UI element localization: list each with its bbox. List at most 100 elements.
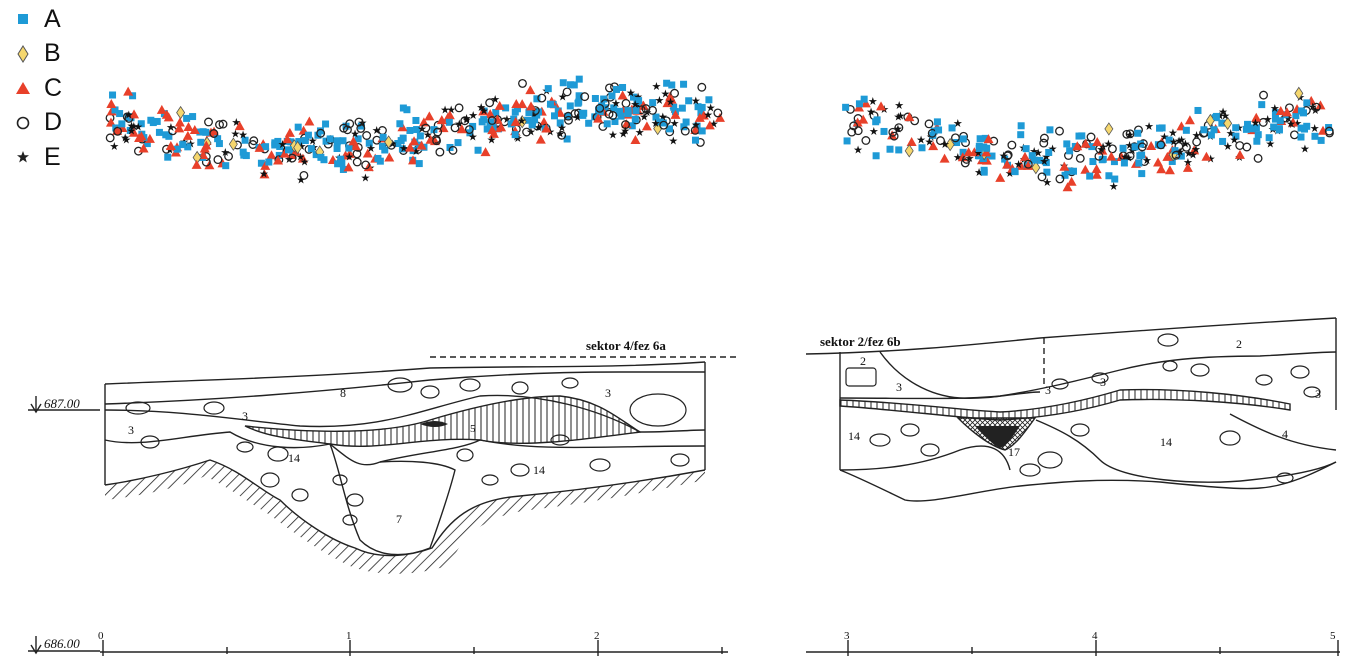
- star-marker: ★: [126, 125, 136, 137]
- star-marker: ★: [1192, 130, 1202, 142]
- square-marker: [1182, 126, 1190, 134]
- circle-marker: [595, 103, 605, 113]
- square-marker: [531, 116, 539, 124]
- circle-marker: [316, 128, 326, 138]
- star-marker: ★: [1188, 149, 1198, 161]
- star-marker: ★: [490, 94, 500, 106]
- circle-marker: [522, 127, 532, 137]
- square-marker: [1011, 167, 1019, 175]
- triangle-marker: [191, 159, 202, 169]
- square-marker: [241, 136, 249, 144]
- square-marker: [668, 81, 676, 89]
- square-marker: [1219, 137, 1227, 145]
- square-marker: [546, 100, 554, 108]
- star-marker: ★: [630, 99, 640, 111]
- triangle-marker: [350, 141, 361, 151]
- square-marker: [1078, 132, 1086, 140]
- triangle-marker: [136, 131, 147, 141]
- triangle-marker: [1182, 162, 1193, 172]
- square-marker: [1271, 109, 1279, 117]
- triangle-marker: [165, 141, 176, 151]
- circle-marker: [124, 113, 134, 123]
- square-marker: [611, 118, 619, 126]
- triangle-marker: [641, 121, 652, 131]
- square-marker: [295, 138, 303, 146]
- star-marker: ★: [1125, 129, 1135, 141]
- square-marker: [1303, 122, 1311, 130]
- square-marker: [164, 153, 172, 161]
- star-marker: ★: [691, 120, 701, 132]
- square-marker: [412, 116, 420, 124]
- triangle-marker: [284, 127, 295, 137]
- square-marker: [694, 103, 702, 111]
- square-marker: [1297, 107, 1305, 115]
- square-marker: [1046, 126, 1054, 134]
- star-marker: ★: [869, 126, 879, 138]
- square-marker: [394, 139, 402, 147]
- star-marker: ★: [360, 172, 370, 184]
- square-marker: [153, 117, 161, 125]
- circle-marker: [1171, 150, 1181, 160]
- triangle-marker: [496, 122, 507, 132]
- star-marker: ★: [133, 121, 143, 133]
- square-marker: [631, 115, 639, 123]
- square-marker: [649, 99, 657, 107]
- layer-label: 3: [128, 423, 134, 437]
- square-marker: [1088, 143, 1096, 151]
- square-marker: [550, 112, 558, 120]
- layer-label: 3: [605, 386, 611, 400]
- square-marker: [338, 159, 346, 167]
- triangle-marker: [593, 113, 604, 123]
- square-marker: [628, 122, 636, 130]
- triangle-marker: [156, 104, 167, 114]
- square-marker: [1168, 157, 1176, 165]
- triangle-marker: [259, 169, 270, 179]
- circle-marker: [432, 136, 442, 146]
- star-marker: ★: [423, 130, 433, 142]
- star-marker: ★: [372, 125, 382, 137]
- square-marker: [613, 85, 621, 93]
- square-marker: [1017, 131, 1025, 139]
- square-marker: [137, 120, 145, 128]
- triangle-marker: [282, 134, 293, 144]
- square-marker: [1244, 120, 1252, 128]
- star-marker: ★: [618, 128, 628, 140]
- star-marker: ★: [706, 103, 716, 115]
- star-marker: ★: [1168, 127, 1178, 139]
- square-marker: [1154, 141, 1162, 149]
- square-marker: [1317, 136, 1325, 144]
- legend: A B C D E: [8, 2, 98, 175]
- square-marker: [1131, 143, 1139, 151]
- star-marker: ★: [462, 115, 472, 127]
- triangle-marker: [297, 153, 308, 163]
- circle-marker: [960, 158, 970, 168]
- square-marker: [339, 137, 347, 145]
- circle-marker: [433, 120, 443, 130]
- star-marker: ★: [893, 111, 903, 123]
- square-marker: [656, 118, 664, 126]
- circle-marker: [356, 123, 366, 133]
- triangle-marker: [138, 143, 149, 153]
- layer-label: 14: [848, 429, 860, 443]
- star-marker: ★: [1180, 138, 1190, 150]
- square-marker: [935, 126, 943, 134]
- triangle-marker: [852, 117, 863, 127]
- triangle-marker: [617, 90, 628, 100]
- square-marker: [379, 133, 387, 141]
- triangle-marker: [144, 133, 155, 143]
- square-marker: [524, 116, 532, 124]
- triangle-marker: [492, 114, 503, 124]
- star-marker: ★: [109, 141, 119, 153]
- square-marker: [326, 135, 334, 143]
- star-marker: ★: [668, 135, 678, 147]
- star-marker: ★: [1226, 128, 1236, 140]
- circle-marker: [362, 131, 372, 140]
- stones-right: [845, 333, 1321, 484]
- diamond-marker: [384, 135, 394, 149]
- star-marker: ★: [502, 114, 512, 126]
- square-marker: [1017, 122, 1025, 130]
- star-marker: ★: [220, 147, 230, 159]
- layer-label: 3: [1100, 375, 1106, 389]
- square-marker: [691, 136, 699, 144]
- triangle-marker: [480, 147, 491, 157]
